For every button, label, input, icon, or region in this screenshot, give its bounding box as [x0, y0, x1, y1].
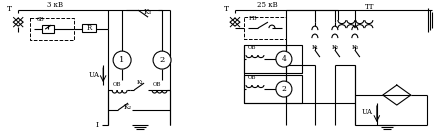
Text: 2: 2 — [159, 56, 164, 64]
Text: T: T — [224, 5, 229, 13]
Text: I: I — [95, 121, 99, 129]
Text: ОВ: ОВ — [153, 82, 161, 87]
Text: UА: UА — [361, 108, 372, 116]
Text: ОВ: ОВ — [113, 82, 122, 87]
Circle shape — [113, 51, 131, 69]
Text: K₂: K₂ — [331, 45, 339, 50]
Bar — [82, 24, 96, 32]
Text: K₁: K₁ — [311, 45, 319, 50]
Text: ОВ: ОВ — [248, 45, 256, 50]
Text: UА: UА — [89, 71, 100, 79]
Circle shape — [276, 51, 292, 67]
Text: K₁: K₁ — [137, 80, 144, 85]
Text: ОВ: ОВ — [248, 75, 256, 80]
Text: K₂: K₂ — [124, 103, 132, 111]
Text: 25 кВ: 25 кВ — [256, 1, 277, 9]
Text: 2: 2 — [282, 85, 286, 93]
Text: T: T — [7, 5, 12, 13]
Bar — [244, 45, 302, 73]
Text: 3 кВ: 3 кВ — [47, 1, 63, 9]
Bar — [30, 18, 74, 40]
Text: ГВ: ГВ — [249, 16, 258, 21]
Text: K₃: K₃ — [351, 45, 358, 50]
Bar — [244, 17, 286, 39]
Circle shape — [276, 81, 292, 97]
Text: 1: 1 — [119, 56, 125, 64]
Circle shape — [153, 51, 171, 69]
Text: ТТ: ТТ — [365, 3, 375, 11]
Bar — [244, 75, 302, 103]
Text: 4: 4 — [282, 55, 286, 63]
Text: K₃: K₃ — [144, 8, 152, 16]
Bar — [42, 25, 54, 33]
Text: 6В: 6В — [36, 17, 44, 22]
Text: R: R — [86, 24, 92, 32]
